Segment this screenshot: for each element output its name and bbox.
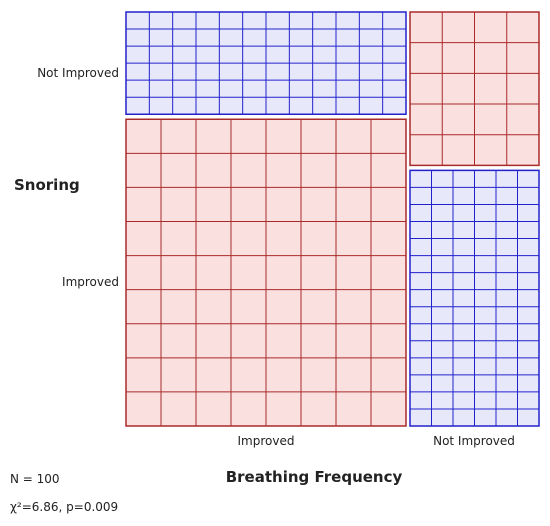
sample-size-label: N = 100 xyxy=(10,472,60,486)
chi-square-label: χ²=6.86, p=0.009 xyxy=(10,500,118,514)
mosaic-cell-improved-improved xyxy=(125,118,407,427)
mosaic-cell-improved-not-improved xyxy=(125,11,407,115)
mosaic-tiles xyxy=(125,11,540,427)
y-category-label-not-improved: Not Improved xyxy=(37,66,119,80)
x-category-label-not-improved: Not Improved xyxy=(433,434,515,448)
y-category-label-improved: Improved xyxy=(62,275,119,289)
x-category-label-improved: Improved xyxy=(238,434,295,448)
x-axis-title: Breathing Frequency xyxy=(226,468,403,486)
mosaic-cell-not-improved-improved xyxy=(409,169,540,427)
y-axis-title: Snoring xyxy=(14,176,80,194)
mosaic-cell-not-improved-not-improved xyxy=(409,11,540,167)
